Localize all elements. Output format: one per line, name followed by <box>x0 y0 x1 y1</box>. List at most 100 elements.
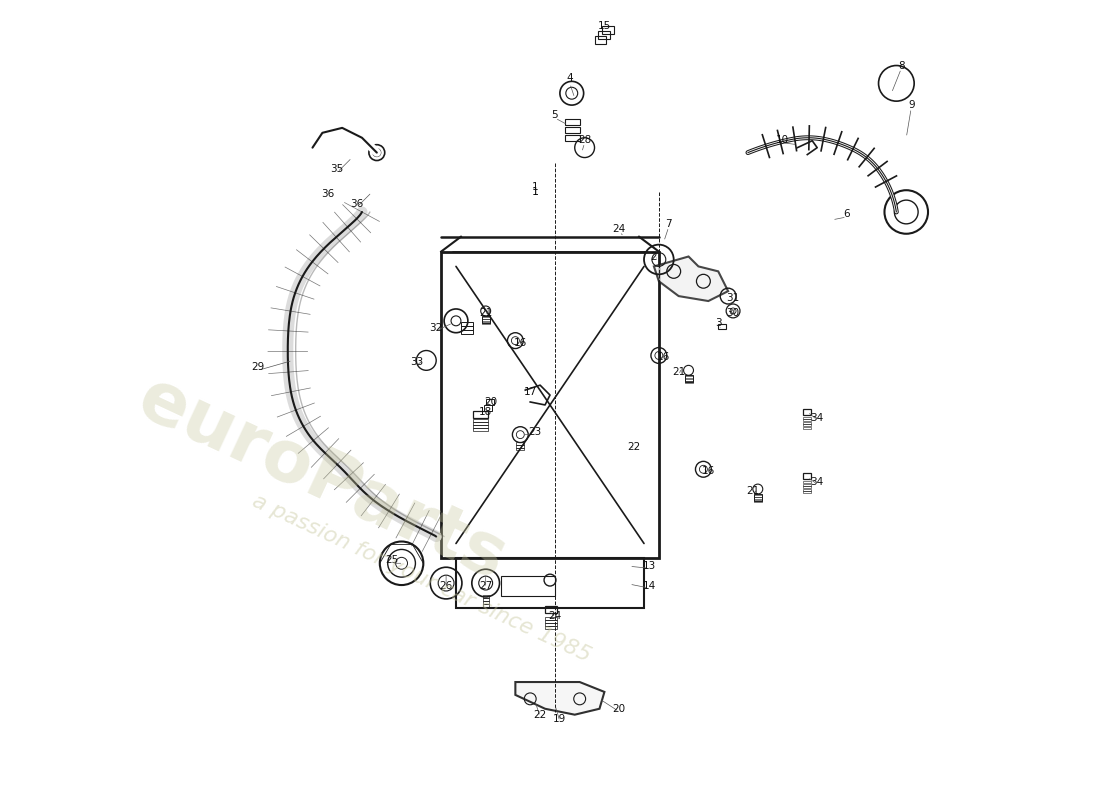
Bar <box>473 419 487 422</box>
Text: 34: 34 <box>811 477 824 487</box>
Text: 1: 1 <box>531 187 539 197</box>
Text: 5: 5 <box>551 110 559 120</box>
Bar <box>598 31 611 39</box>
Bar <box>803 426 812 429</box>
Text: 32: 32 <box>430 322 443 333</box>
Bar <box>483 598 488 601</box>
Bar <box>516 445 525 447</box>
Bar <box>754 494 762 501</box>
Text: 15: 15 <box>597 21 612 31</box>
Bar <box>803 491 812 493</box>
Text: 6: 6 <box>844 209 850 219</box>
Bar <box>803 409 812 415</box>
Bar <box>461 330 473 334</box>
Bar <box>803 424 812 426</box>
Text: 10: 10 <box>776 134 789 145</box>
Bar <box>482 322 490 324</box>
Text: 24: 24 <box>548 610 562 621</box>
Text: 36: 36 <box>351 199 364 209</box>
Bar <box>483 595 488 598</box>
Text: 21: 21 <box>746 486 759 496</box>
Text: 2: 2 <box>650 251 657 262</box>
Bar <box>754 500 762 502</box>
Bar <box>684 375 693 382</box>
Text: 4: 4 <box>566 74 573 83</box>
Bar <box>473 411 487 418</box>
Bar <box>461 322 473 326</box>
Bar <box>473 426 487 428</box>
Bar <box>483 604 488 607</box>
Text: 29: 29 <box>252 362 265 372</box>
Text: 9: 9 <box>908 100 914 110</box>
Bar <box>803 489 812 490</box>
Text: 27: 27 <box>480 581 493 591</box>
Text: 25: 25 <box>385 555 398 566</box>
Bar <box>546 626 557 629</box>
Bar <box>473 422 487 425</box>
Bar <box>484 405 492 411</box>
Bar <box>564 127 580 133</box>
Text: 31: 31 <box>726 293 739 303</box>
Text: euroParts: euroParts <box>128 364 518 594</box>
Bar <box>546 606 557 613</box>
Text: 30: 30 <box>726 308 739 318</box>
Bar <box>684 376 693 378</box>
Bar <box>803 486 812 488</box>
Bar <box>516 442 525 445</box>
Bar <box>684 381 693 383</box>
Text: 24: 24 <box>613 224 626 234</box>
Text: 7: 7 <box>666 219 672 229</box>
Text: 16: 16 <box>657 353 670 362</box>
Bar <box>473 428 487 430</box>
Bar <box>594 36 606 44</box>
Bar <box>483 602 488 604</box>
Bar <box>486 399 494 405</box>
Text: 14: 14 <box>642 581 656 591</box>
Bar <box>803 474 812 479</box>
Polygon shape <box>516 682 604 714</box>
Bar <box>482 317 490 319</box>
Text: 23: 23 <box>528 426 542 437</box>
Text: 34: 34 <box>811 413 824 423</box>
Text: 16: 16 <box>702 466 715 476</box>
Text: 20: 20 <box>484 397 497 407</box>
Text: 16: 16 <box>514 338 527 348</box>
Text: 33: 33 <box>410 358 424 367</box>
Bar <box>603 26 614 34</box>
Bar <box>564 134 580 141</box>
Text: 26: 26 <box>440 581 453 591</box>
Bar <box>754 498 762 499</box>
Bar <box>718 324 726 329</box>
Text: 3: 3 <box>715 318 722 328</box>
Text: 22: 22 <box>627 442 640 451</box>
Text: 8: 8 <box>898 61 904 70</box>
Text: 21: 21 <box>672 367 685 378</box>
Text: 28: 28 <box>578 134 592 145</box>
Bar <box>803 419 812 422</box>
Bar <box>754 495 762 497</box>
Bar <box>546 618 557 620</box>
Bar <box>482 319 490 322</box>
Text: 20: 20 <box>613 704 626 714</box>
Bar <box>461 326 473 330</box>
Bar <box>546 623 557 626</box>
Text: a passion for your car since 1985: a passion for your car since 1985 <box>249 490 594 666</box>
Bar <box>803 417 812 419</box>
Bar <box>482 316 490 323</box>
Bar <box>803 422 812 424</box>
Text: 17: 17 <box>524 387 537 397</box>
Text: 1: 1 <box>531 182 539 192</box>
Bar <box>803 484 812 486</box>
Text: 21: 21 <box>480 308 493 318</box>
Bar <box>803 481 812 483</box>
Bar <box>516 448 525 450</box>
Bar <box>500 576 554 596</box>
Text: 19: 19 <box>553 714 566 724</box>
Bar <box>684 378 693 381</box>
Polygon shape <box>653 257 728 301</box>
Text: 22: 22 <box>534 710 547 720</box>
Text: 18: 18 <box>480 407 493 417</box>
Bar <box>456 558 644 608</box>
Text: 35: 35 <box>331 165 344 174</box>
Text: 13: 13 <box>642 562 656 571</box>
